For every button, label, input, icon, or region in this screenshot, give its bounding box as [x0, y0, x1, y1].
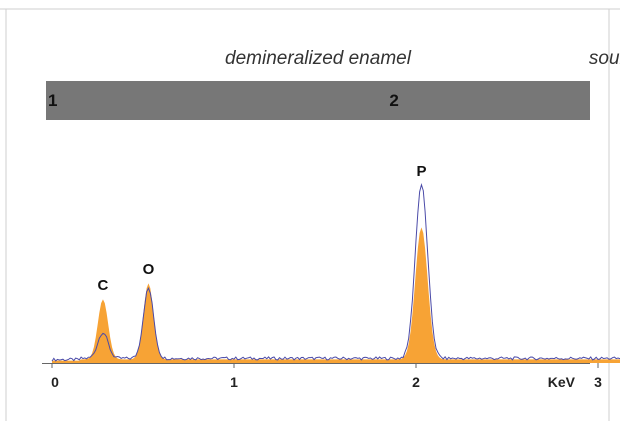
spectrum-outline-layer: [51, 182, 620, 362]
spectrum-fill-sound-enamel: [52, 227, 620, 363]
x-axis-unit-label: KeV: [548, 374, 576, 390]
enamel-region-band: demineralized enamelsound enamel1234: [46, 48, 620, 120]
peak-label-p: P: [416, 163, 426, 180]
spectrum-outline-demineralized-enamel: [51, 182, 620, 362]
x-tick-label-0: 0: [51, 374, 59, 390]
x-tick-label-3: 3: [594, 374, 602, 390]
peak-label-o: O: [143, 261, 155, 278]
region-marker-2: 2: [389, 91, 398, 110]
element-labels: COPCa: [98, 163, 427, 294]
spectrum-fill-layer: [52, 227, 620, 363]
x-tick-label-2: 2: [412, 374, 420, 390]
region-caption-sound-enamel: sound enamel: [589, 48, 620, 69]
x-axis-ticks: 01234KeV: [51, 363, 602, 390]
region-caption-demineralized-enamel: demineralized enamel: [225, 48, 412, 69]
region-demineralized-enamel: [46, 81, 590, 120]
x-tick-label-1: 1: [230, 374, 238, 390]
region-marker-1: 1: [48, 91, 57, 110]
peak-label-c: C: [98, 277, 109, 294]
